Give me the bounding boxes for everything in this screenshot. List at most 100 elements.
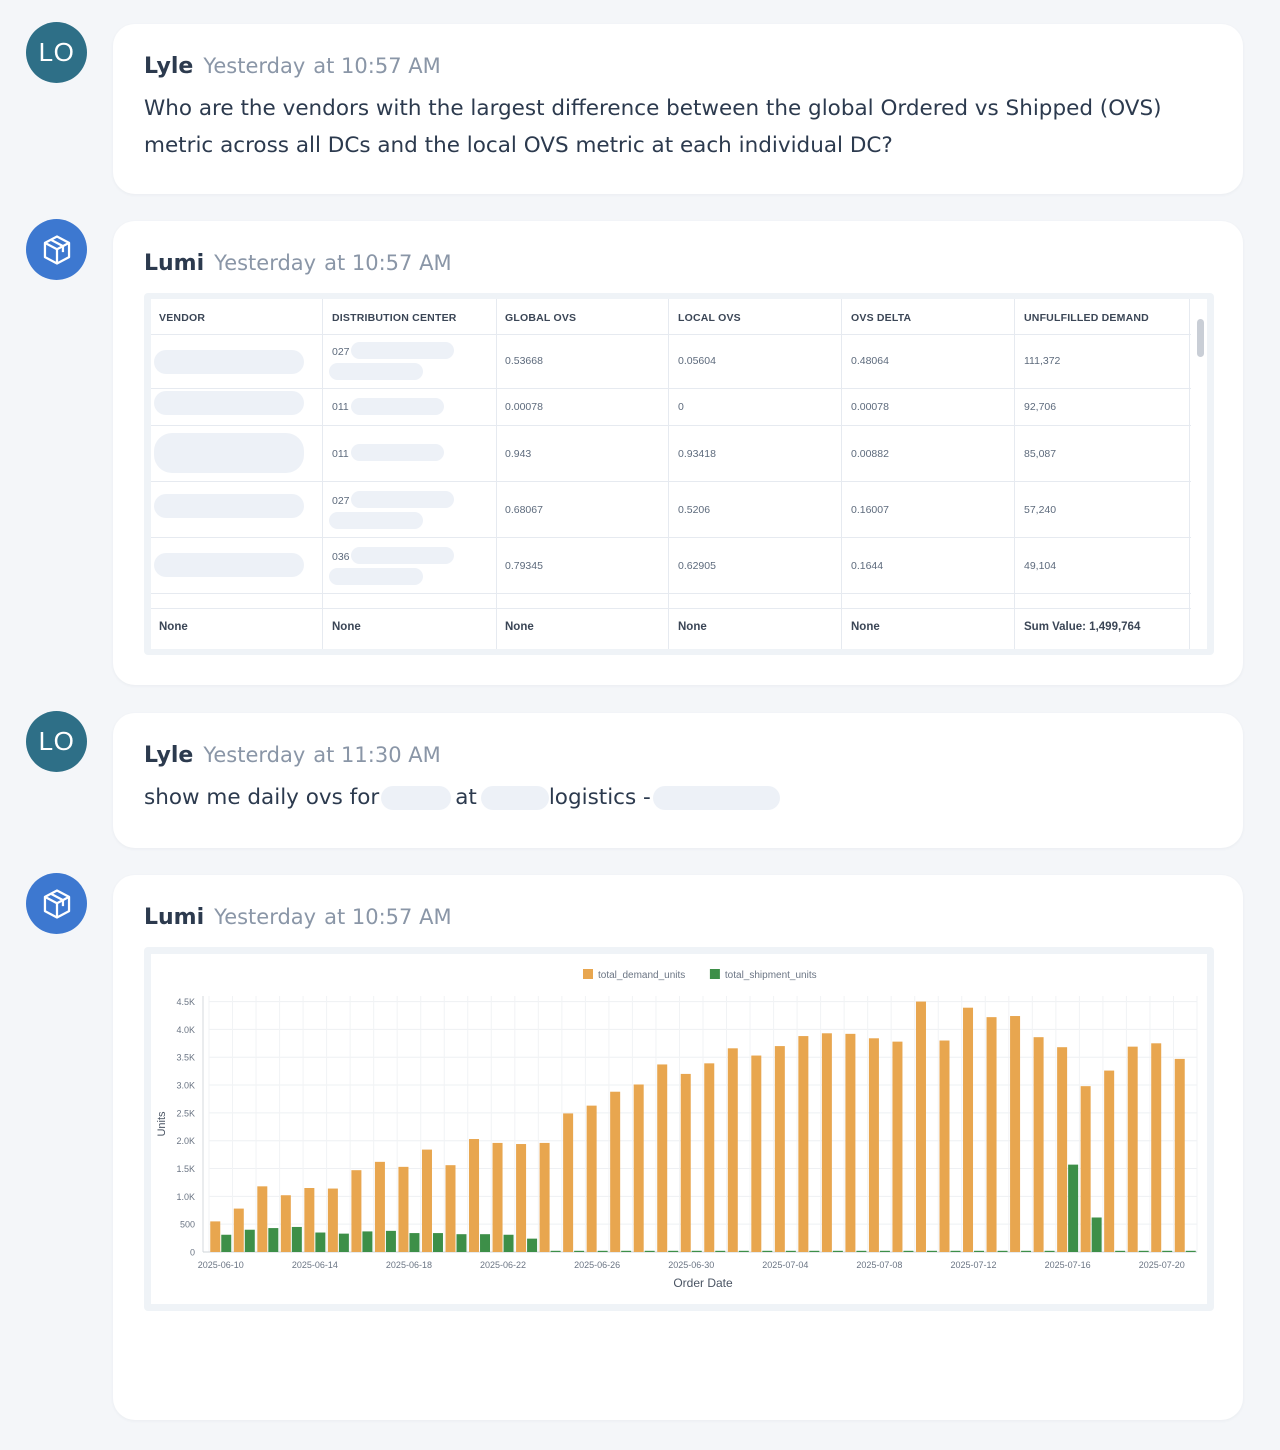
bar-total_demand_units bbox=[398, 1166, 409, 1252]
y-axis-title: Units bbox=[156, 1111, 168, 1137]
x-axis-title: Order Date bbox=[673, 1276, 733, 1290]
bar-total_shipment_units bbox=[362, 1231, 373, 1252]
message-card: Lyle Yesterday at 11:30 AM show me daily … bbox=[113, 713, 1243, 848]
x-tick-label: 2025-07-08 bbox=[856, 1260, 902, 1270]
bar-total_demand_units bbox=[892, 1041, 903, 1252]
bar-total_shipment_units bbox=[785, 1250, 796, 1252]
column-header-ovs-delta[interactable]: OVS DELTA bbox=[851, 312, 912, 324]
message-header: Lyle Yesterday at 10:57 AM bbox=[144, 54, 441, 79]
legend-label: total_demand_units bbox=[598, 970, 685, 981]
bar-total_demand_units bbox=[963, 1007, 974, 1252]
bar-total_demand_units bbox=[1057, 1047, 1068, 1252]
bar-total_shipment_units bbox=[926, 1250, 937, 1252]
bar-total_demand_units bbox=[657, 1064, 668, 1252]
bar-total_shipment_units bbox=[644, 1250, 655, 1252]
table-cell-global-ovs: 0.79345 bbox=[505, 560, 543, 572]
table-footer-cell: None bbox=[505, 621, 534, 633]
bar-total_shipment_units bbox=[291, 1226, 302, 1252]
bar-total_demand_units bbox=[492, 1142, 503, 1252]
message-header: Lyle Yesterday at 11:30 AM bbox=[144, 743, 441, 768]
bar-total_demand_units bbox=[727, 1048, 738, 1252]
bar-total_shipment_units bbox=[315, 1232, 326, 1252]
bar-total_demand_units bbox=[915, 1001, 926, 1252]
bar-total_shipment_units bbox=[974, 1250, 985, 1252]
avatar-initials: LO bbox=[38, 726, 75, 756]
bar-total_shipment_units bbox=[879, 1250, 890, 1252]
y-tick-label: 3.0K bbox=[176, 1081, 195, 1091]
bar-total_demand_units bbox=[704, 1063, 715, 1252]
bot-avatar bbox=[26, 873, 87, 934]
bar-total_shipment_units bbox=[1162, 1250, 1173, 1252]
bar-total_demand_units bbox=[1033, 1037, 1044, 1252]
redacted-dc-name bbox=[351, 547, 454, 564]
y-tick-label: 3.5K bbox=[176, 1053, 195, 1063]
bar-total_shipment_units bbox=[503, 1234, 514, 1252]
bar-total_shipment_units bbox=[1138, 1250, 1149, 1252]
table-footer-cell: None bbox=[159, 621, 188, 633]
bar-total_shipment_units bbox=[1068, 1164, 1079, 1252]
bar-total_demand_units bbox=[986, 1017, 997, 1252]
message-header: Lumi Yesterday at 10:57 AM bbox=[144, 251, 452, 276]
column-header-vendor[interactable]: VENDOR bbox=[159, 312, 206, 324]
bar-total_demand_units bbox=[1104, 1070, 1115, 1252]
y-tick-label: 4.0K bbox=[176, 1025, 195, 1035]
results-table-container: VENDOR DISTRIBUTION CENTER GLOBAL OVS LO… bbox=[144, 293, 1214, 655]
message-author: Lyle bbox=[144, 54, 194, 79]
table-cell-dc: 027 bbox=[332, 346, 350, 358]
bar-total_shipment_units bbox=[668, 1250, 679, 1252]
table-scrollbar[interactable] bbox=[1197, 319, 1204, 357]
bar-total_shipment_units bbox=[550, 1250, 561, 1252]
bar-total_demand_units bbox=[1151, 1043, 1162, 1252]
x-tick-label: 2025-06-26 bbox=[574, 1260, 620, 1270]
y-tick-label: 1.5K bbox=[176, 1164, 195, 1174]
redacted-vendor bbox=[154, 433, 304, 473]
x-tick-label: 2025-07-12 bbox=[951, 1260, 997, 1270]
bar-total_demand_units bbox=[845, 1033, 856, 1252]
column-header-local-ovs[interactable]: LOCAL OVS bbox=[678, 312, 741, 324]
bar-total_shipment_units bbox=[574, 1250, 585, 1252]
y-tick-label: 500 bbox=[180, 1220, 195, 1230]
bar-total_demand_units bbox=[868, 1038, 879, 1252]
table-cell-global-ovs: 0.00078 bbox=[505, 401, 543, 413]
x-tick-label: 2025-06-18 bbox=[386, 1260, 432, 1270]
redacted-vendor bbox=[154, 350, 304, 374]
redacted-dc-name bbox=[351, 444, 444, 461]
table-cell-ovs-delta: 0.16007 bbox=[851, 504, 889, 516]
table-cell-unfulfilled-demand: 57,240 bbox=[1024, 504, 1057, 516]
x-tick-label: 2025-06-22 bbox=[480, 1260, 526, 1270]
redacted-vendor bbox=[154, 494, 304, 518]
bar-total_shipment_units bbox=[691, 1250, 702, 1252]
table-cell-ovs-delta: 0.48064 bbox=[851, 355, 889, 367]
bar-total_shipment_units bbox=[597, 1250, 608, 1252]
column-header-distribution-center[interactable]: DISTRIBUTION CENTER bbox=[332, 312, 457, 324]
bar-total_demand_units bbox=[469, 1139, 480, 1252]
table-footer-sum: Sum Value: 1,499,764 bbox=[1024, 621, 1141, 633]
message-author: Lumi bbox=[144, 251, 205, 276]
bar-total_shipment_units bbox=[385, 1230, 396, 1252]
table-cell-local-ovs: 0.62905 bbox=[678, 560, 716, 572]
table-footer-cell: None bbox=[332, 621, 361, 633]
results-table[interactable]: VENDOR DISTRIBUTION CENTER GLOBAL OVS LO… bbox=[151, 299, 1207, 649]
table-cell-dc: 036 bbox=[332, 551, 350, 563]
x-tick-label: 2025-07-20 bbox=[1139, 1260, 1185, 1270]
cube-icon bbox=[43, 234, 70, 265]
column-header-global-ovs[interactable]: GLOBAL OVS bbox=[505, 312, 577, 324]
bar-total_demand_units bbox=[680, 1073, 691, 1252]
bar-total_shipment_units bbox=[456, 1234, 467, 1252]
bar-total_demand_units bbox=[586, 1105, 597, 1252]
column-header-unfulfilled-demand[interactable]: UNFULFILLED DEMAND bbox=[1024, 312, 1149, 324]
table-cell-global-ovs: 0.68067 bbox=[505, 504, 543, 516]
table-cell-unfulfilled-demand: 49,104 bbox=[1024, 560, 1057, 572]
bar-total_demand_units bbox=[633, 1084, 644, 1252]
redacted-dc-name bbox=[329, 568, 423, 585]
bar-total_demand_units bbox=[1127, 1046, 1138, 1252]
bar-total_demand_units bbox=[210, 1221, 221, 1252]
message-text: Who are the vendors with the largest dif… bbox=[144, 96, 1162, 158]
bar-total_shipment_units bbox=[1115, 1250, 1126, 1252]
message-timestamp: Yesterday at 10:57 AM bbox=[214, 905, 452, 929]
redacted-vendor bbox=[154, 391, 304, 415]
redacted-text bbox=[480, 786, 549, 810]
bar-total_shipment_units bbox=[738, 1250, 749, 1252]
bar-chart[interactable]: 0 500 1.0K 1.5K 2.0K 2.5K 3.0K 3.5K 4.0K 4.5K 2025… bbox=[151, 954, 1207, 1304]
redacted-dc-name bbox=[329, 363, 423, 380]
